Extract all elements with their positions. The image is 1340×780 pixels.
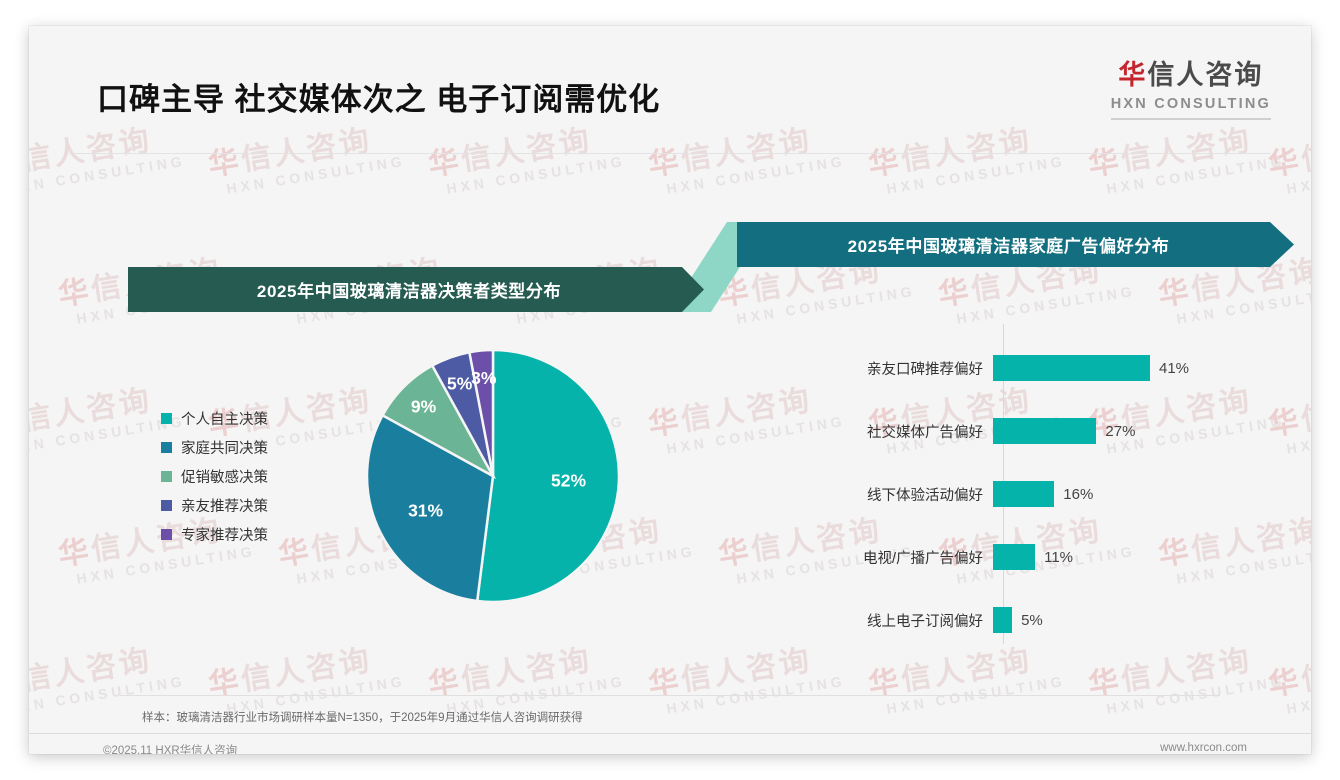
bar-chart-panel: 亲友口碑推荐偏好 41% 社交媒体广告偏好 27% 线下体验活动偏好 16% 电视/广播广告… [737,316,1294,661]
bar-value-label: 11% [1044,548,1074,566]
banner-right-title: 2025年中国玻璃清洁器家庭广告偏好分布 [847,237,1170,256]
bar-chart-row[interactable]: 线上电子订阅偏好 5% [737,603,1294,637]
pie-slice-label: 5% [447,374,473,394]
header-divider [69,153,1271,154]
pie-legend-label: 促销敏感决策 [181,470,268,486]
banner-right: 2025年中国玻璃清洁器家庭广告偏好分布 [737,222,1294,267]
pie-legend-item[interactable]: 个人自主决策 [161,404,268,433]
bar-category-label: 社交媒体广告偏好 [867,424,983,441]
banner-left-title: 2025年中国玻璃清洁器决策者类型分布 [256,282,562,301]
pie-legend-label: 专家推荐决策 [181,528,268,544]
pie-chart-svg: 52% 31% 9% 5%3% [365,348,621,604]
bar-chart-row[interactable]: 亲友口碑推荐偏好 41% [737,351,1294,385]
bar-category-label: 线上电子订阅偏好 [867,613,983,630]
pie-slice[interactable] [365,413,495,603]
bar-value-label: 5% [1021,611,1043,629]
bar-track: 5% [993,603,1294,637]
pie-slice[interactable] [467,348,495,477]
footer-copyright: ©2025.11 HXR华信人咨询 [103,745,238,754]
pie-legend-label: 亲友推荐决策 [181,499,268,515]
pie-slice-label: 9% [411,397,437,417]
pie-legend: 个人自主决策 家庭共同决策 促销敏感决策 亲友推荐决策 专家推荐决策 [161,404,268,549]
logo-rest-chars: 信人咨询 [1147,60,1264,90]
logo-english-name: HXN CONSULTING [1110,96,1271,112]
legend-swatch-icon [161,471,172,482]
pie-chart: 52% 31% 9% 5% 3% [363,346,623,606]
legend-swatch-icon [161,500,172,511]
bar-value-label: 27% [1105,422,1136,440]
bar-track: 11% [993,540,1294,574]
bar-chart-row[interactable]: 社交媒体广告偏好 27% [737,414,1294,448]
bar-fill[interactable] [993,607,1013,633]
bar-value-label: 16% [1063,485,1094,503]
pie-chart-panel: 个人自主决策 家庭共同决策 促销敏感决策 亲友推荐决策 专家推荐决策 52% 31% 9% 5… [128,331,704,661]
pie-legend-item[interactable]: 亲友推荐决策 [161,491,268,520]
slide-header: 口碑主导 社交媒体次之 电子订阅需优化 华信人咨询 HXN CONSULTING [29,26,1311,154]
footnote-text: 样本：玻璃清洁器行业市场调研样本量N=1350，于2025年9月通过华信人咨询调… [142,712,583,724]
bar-category-label: 亲友口碑推荐偏好 [867,361,983,378]
bar-track: 27% [993,414,1294,448]
logo-underline [1110,117,1271,120]
bar-chart-row[interactable]: 线下体验活动偏好 16% [737,477,1294,511]
slide-footer: ©2025.11 HXR华信人咨询 www.hxrcon.com [29,734,1311,754]
bar-category-label: 电视/广播广告偏好 [862,550,983,567]
bar-track: 16% [993,477,1294,511]
banner-left: 2025年中国玻璃清洁器决策者类型分布 [128,267,704,312]
bar-fill[interactable] [993,544,1036,570]
page-title: 口碑主导 社交媒体次之 电子订阅需优化 [97,82,661,117]
legend-swatch-icon [161,413,172,424]
company-logo: 华信人咨询 HXN CONSULTING [1110,62,1271,120]
pie-legend-item[interactable]: 促销敏感决策 [161,462,268,491]
pie-legend-item[interactable]: 专家推荐决策 [161,520,268,549]
pie-slice-label: 3% [471,368,497,388]
pie-slice-label: 31% [408,500,443,520]
legend-swatch-icon [161,529,172,540]
pie-legend-label: 个人自主决策 [181,412,268,428]
bar-value-label: 41% [1159,359,1190,377]
logo-chinese-name: 华信人咨询 [1111,62,1271,89]
pie-slice[interactable] [475,348,621,604]
pie-legend-label: 家庭共同决策 [181,441,268,457]
logo-red-char: 华 [1118,60,1148,90]
bar-fill[interactable] [993,418,1097,444]
bar-chart-row[interactable]: 电视/广播广告偏好 11% [737,540,1294,574]
section-banners: 2025年中国玻璃清洁器家庭广告偏好分布 2025年中国玻璃清洁器决策者类型分布 [29,26,1311,754]
legend-swatch-icon [161,442,172,453]
bar-track: 41% [993,351,1294,385]
footer-divider [29,733,1311,734]
bar-fill[interactable] [993,355,1150,381]
bar-category-label: 线下体验活动偏好 [867,487,983,504]
footer-website: www.hxrcon.com [1160,742,1247,754]
pie-legend-item[interactable]: 家庭共同决策 [161,433,268,462]
footnote-divider [120,695,1220,696]
pie-slice-label: 52% [551,471,586,491]
bar-fill[interactable] [993,481,1055,507]
